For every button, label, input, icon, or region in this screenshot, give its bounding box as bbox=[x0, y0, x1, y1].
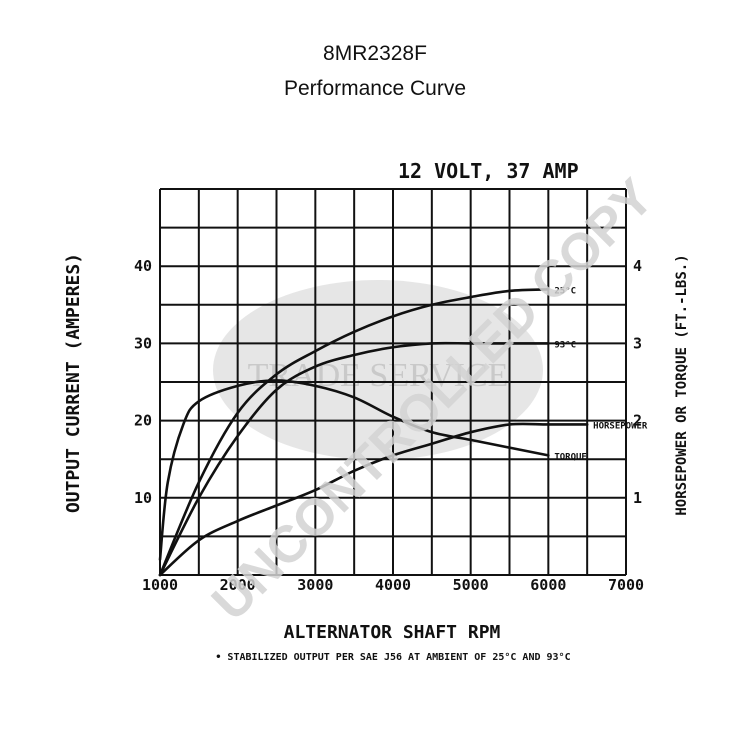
footnote: • STABILIZED OUTPUT PER SAE J56 AT AMBIE… bbox=[215, 652, 570, 663]
y-axis-label: OUTPUT CURRENT (AMPERES) bbox=[63, 253, 84, 513]
series-label-1: 93°C bbox=[554, 340, 576, 350]
watermark-disc bbox=[213, 280, 543, 460]
series-label-3: TORQUE bbox=[554, 452, 587, 462]
y-tick-label: 30 bbox=[134, 334, 152, 352]
series-line-2 bbox=[158, 422, 589, 577]
chart-subtitle: Performance Curve bbox=[283, 77, 467, 100]
y-tick-label: 20 bbox=[134, 412, 152, 430]
series-line-1 bbox=[158, 341, 550, 577]
x-tick-label: 5000 bbox=[453, 576, 489, 594]
x-axis-label: ALTERNATOR SHAFT RPM bbox=[284, 622, 501, 643]
x-tick-label: 2000 bbox=[220, 576, 256, 594]
chart-title: 8MR2328F bbox=[323, 42, 427, 65]
x-tick-label: 1000 bbox=[142, 576, 178, 594]
x-tick-label: 7000 bbox=[608, 576, 644, 594]
x-tick-label: 3000 bbox=[297, 576, 333, 594]
y2-axis-label: HORSEPOWER OR TORQUE (FT.-LBS.) bbox=[674, 254, 690, 515]
series-line-3 bbox=[158, 379, 550, 561]
y2-tick-label: 3 bbox=[633, 334, 642, 352]
plot-title: 12 VOLT, 37 AMP bbox=[398, 159, 579, 183]
y2-tick-label: 1 bbox=[633, 489, 642, 507]
series-label-2: HORSEPOWER bbox=[593, 421, 648, 431]
x-tick-label: 6000 bbox=[530, 576, 566, 594]
y-tick-label: 40 bbox=[134, 257, 152, 275]
y-tick-label: 10 bbox=[134, 489, 152, 507]
y2-tick-label: 4 bbox=[633, 257, 642, 275]
series-label-0: 25°C bbox=[554, 286, 576, 296]
series-line-0 bbox=[158, 288, 550, 577]
x-tick-label: 4000 bbox=[375, 576, 411, 594]
y2-tick-label: 2 bbox=[633, 412, 642, 430]
